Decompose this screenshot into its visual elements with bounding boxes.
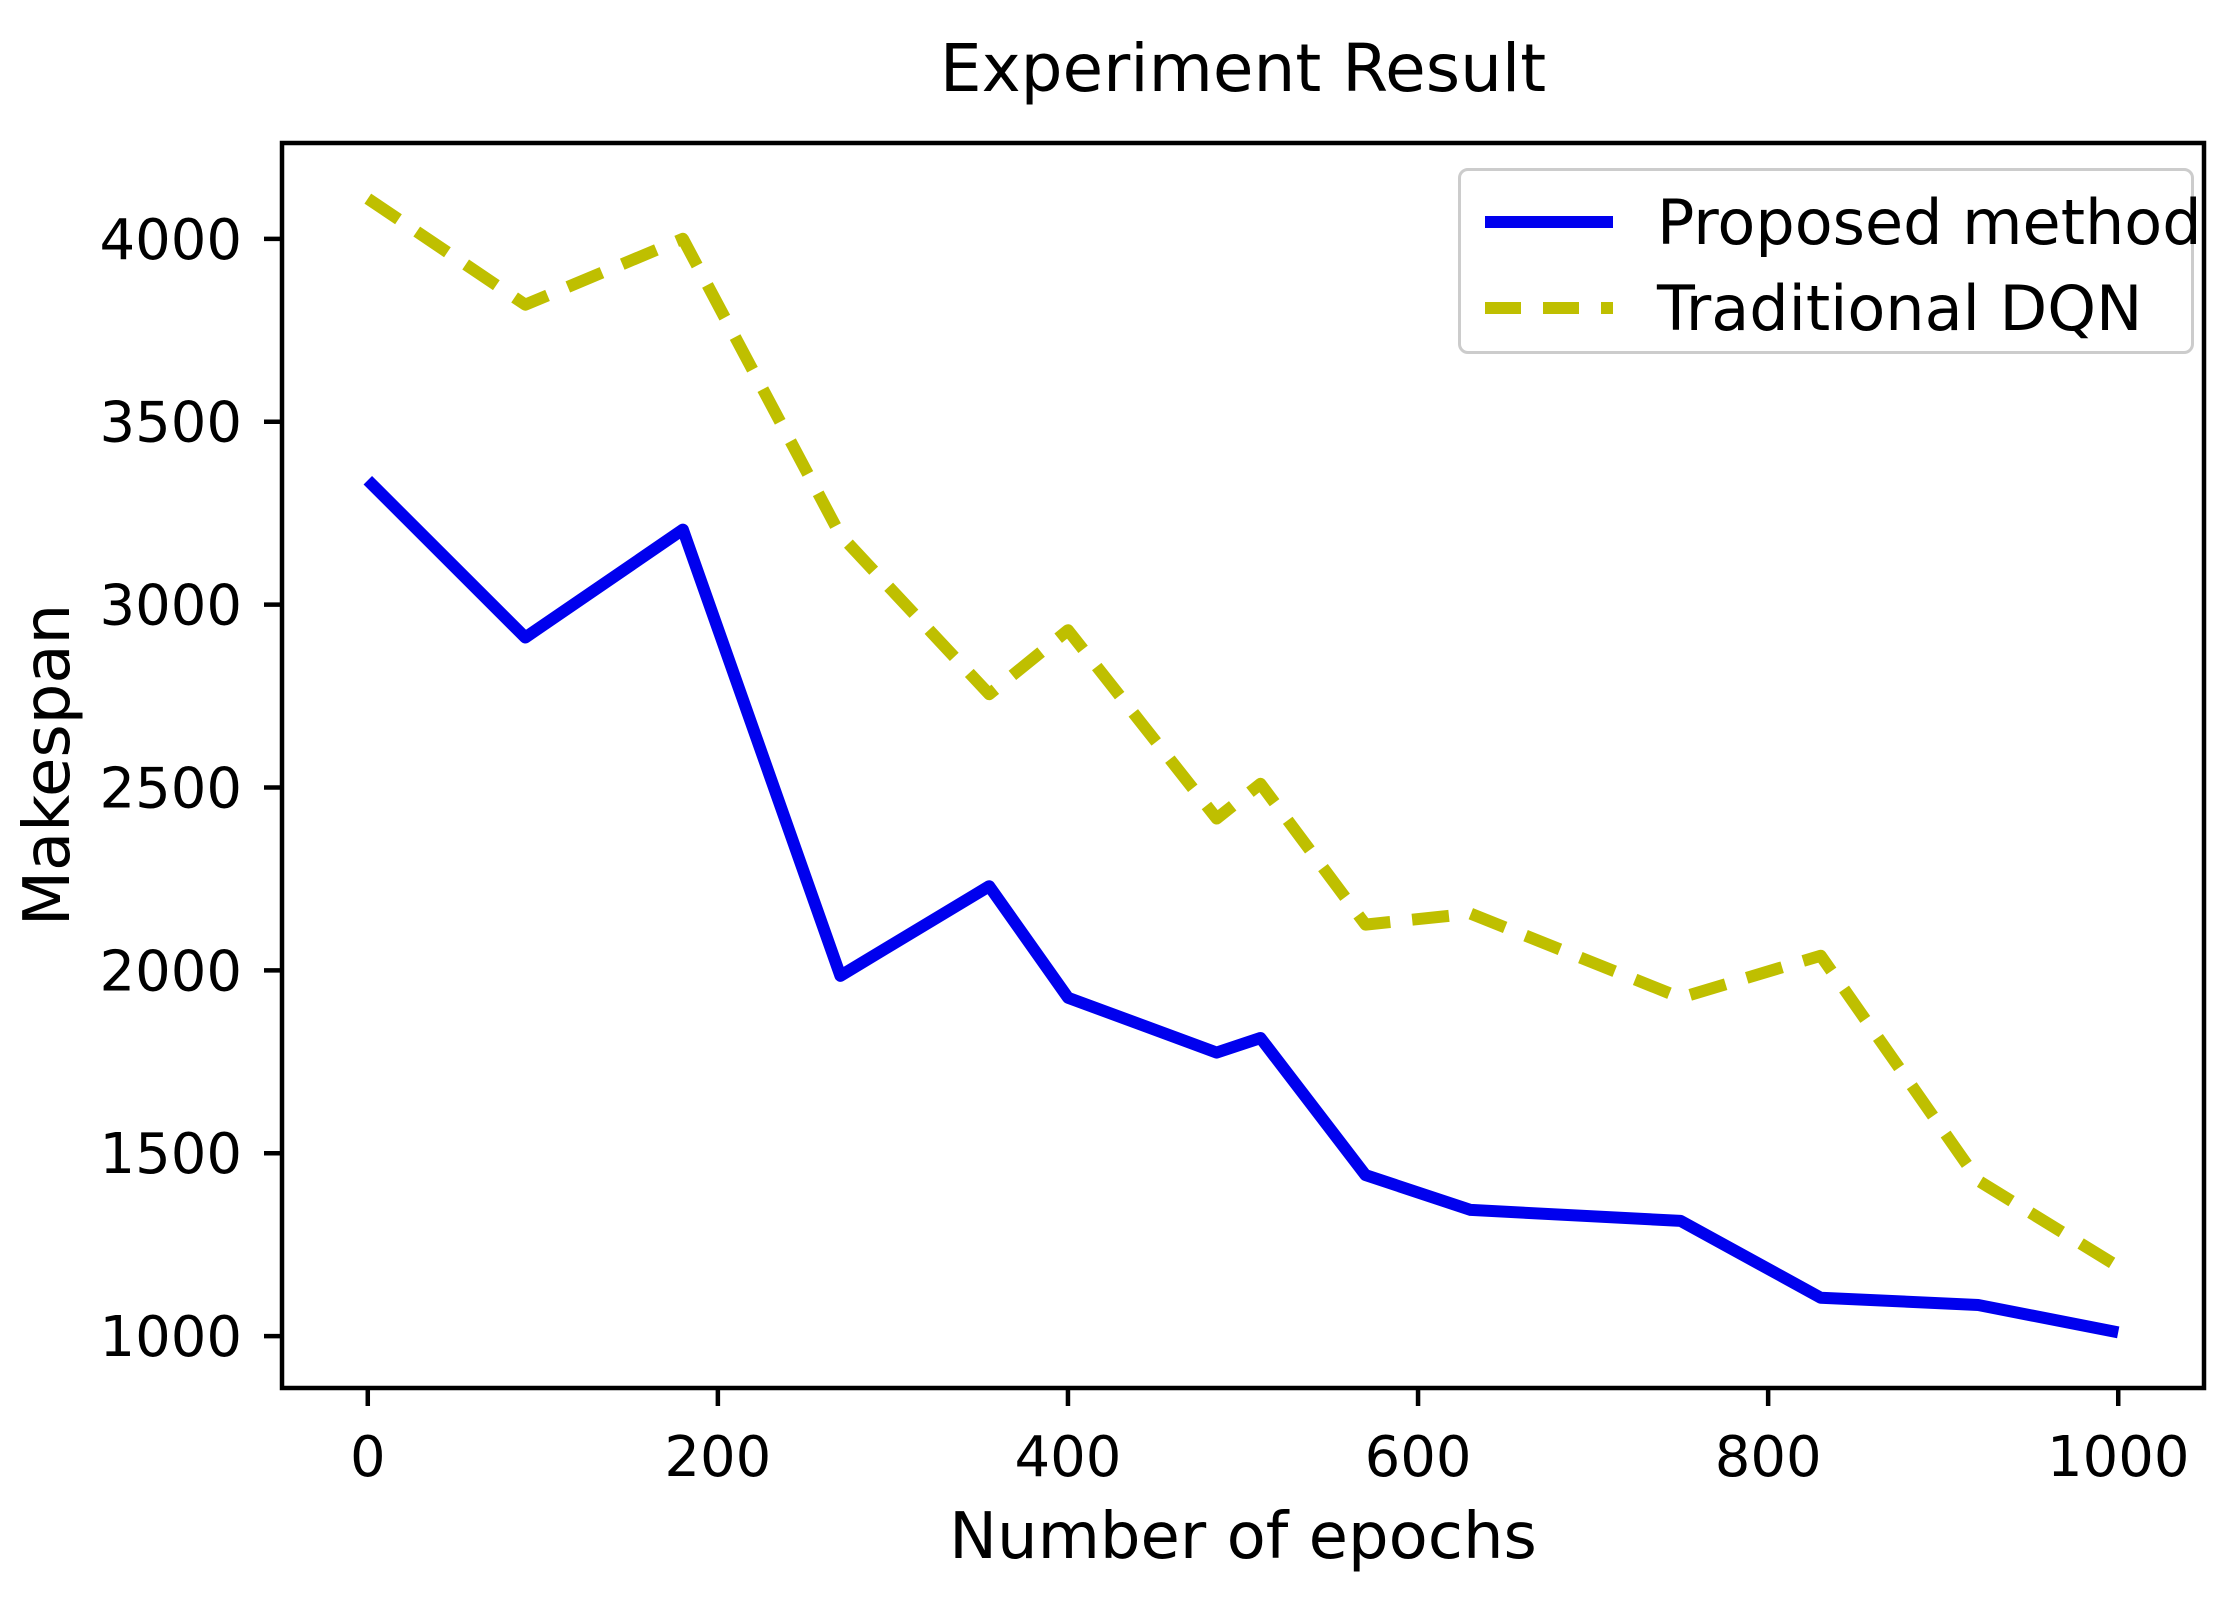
y-tick-label: 2500	[99, 756, 242, 821]
y-tick-label: 1000	[99, 1305, 242, 1370]
x-tick-label: 400	[1015, 1425, 1122, 1490]
y-tick-label: 2000	[99, 939, 242, 1004]
y-tick-label: 4000	[99, 208, 242, 273]
legend-item-proposed-method: Proposed method	[1461, 179, 2202, 265]
legend: Proposed method Traditional DQN	[1458, 168, 2202, 354]
x-tick-label: 200	[664, 1425, 771, 1490]
x-tick-label: 800	[1715, 1425, 1822, 1490]
plot-border	[279, 140, 2207, 1391]
series-line-traditional-dqn	[364, 193, 2122, 1272]
x-axis-label: Number of epochs	[949, 1500, 1537, 1574]
y-tick-label: 3500	[99, 391, 242, 456]
legend-line-swatch-dashed	[1485, 302, 1613, 314]
y-tick-label: 1500	[99, 1122, 242, 1187]
x-tick-label: 1000	[2047, 1425, 2190, 1490]
x-tick-label: 600	[1365, 1425, 1472, 1490]
legend-label: Traditional DQN	[1657, 271, 2143, 345]
series-line-proposed-method	[363, 475, 2120, 1339]
legend-line-swatch-solid	[1485, 216, 1613, 228]
y-tick-label: 3000	[99, 574, 242, 639]
x-tick-label: 0	[350, 1425, 386, 1490]
chart-title: Experiment Result	[939, 30, 1547, 107]
legend-label: Proposed method	[1657, 185, 2202, 259]
legend-item-traditional-dqn: Traditional DQN	[1461, 265, 2191, 351]
y-axis-label: Makespan	[11, 603, 85, 927]
